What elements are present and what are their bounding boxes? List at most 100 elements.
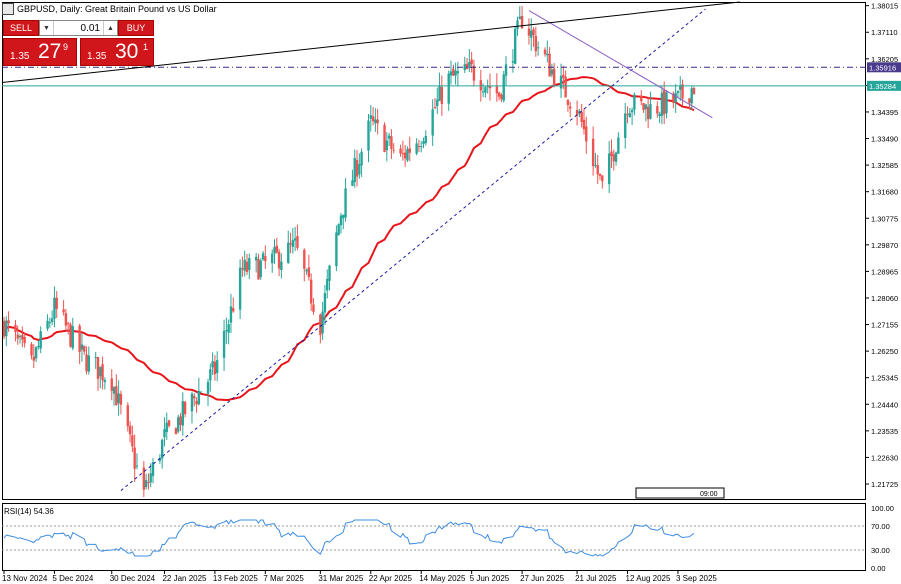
time-axis[interactable]: 13 Nov 2024 5 Dec 2024 30 Dec 2024 22 Jan 2… (2, 487, 725, 583)
candle[interactable] (504, 56, 508, 86)
candle[interactable] (417, 139, 421, 153)
candle[interactable] (383, 122, 386, 153)
candle[interactable] (390, 129, 393, 159)
candle[interactable] (149, 463, 152, 488)
candle[interactable] (195, 397, 198, 413)
candle[interactable] (433, 98, 437, 110)
candle[interactable] (486, 79, 489, 94)
candle[interactable] (422, 137, 425, 149)
candle[interactable] (174, 427, 178, 435)
candle[interactable] (644, 104, 648, 122)
candle[interactable] (307, 254, 311, 281)
candle[interactable] (415, 138, 418, 156)
lot-size-input[interactable]: 0.01 (53, 21, 104, 35)
candle[interactable] (142, 461, 146, 498)
candle[interactable] (344, 178, 347, 222)
candle[interactable] (110, 369, 113, 401)
candle[interactable] (190, 391, 194, 424)
candle[interactable] (126, 402, 129, 432)
candle[interactable] (488, 73, 492, 101)
candle[interactable] (642, 102, 645, 113)
candle[interactable] (181, 392, 185, 436)
trendlines[interactable] (1, 1, 866, 491)
candle[interactable] (183, 400, 187, 418)
candle[interactable] (62, 300, 65, 316)
candle[interactable] (303, 248, 306, 282)
candle[interactable] (112, 385, 116, 406)
candle[interactable] (21, 326, 24, 348)
candle[interactable] (193, 393, 196, 407)
sell-button[interactable]: SELL (3, 20, 39, 36)
candle[interactable] (238, 259, 242, 320)
candle[interactable] (465, 58, 469, 70)
candle[interactable] (115, 374, 118, 406)
candle[interactable] (103, 377, 107, 390)
candle[interactable] (511, 49, 515, 73)
candle[interactable] (319, 313, 322, 344)
candle[interactable] (119, 390, 123, 415)
buy-price-button[interactable]: 1.35 30 1 (80, 38, 154, 66)
rsi-panel[interactable]: 100.00 70.00 30.00 0.00 (2, 504, 894, 573)
candle[interactable] (37, 340, 40, 350)
candle[interactable] (360, 148, 363, 177)
candle[interactable] (617, 132, 620, 154)
candle[interactable] (30, 342, 33, 360)
candle[interactable] (80, 332, 84, 362)
candle[interactable] (353, 149, 356, 188)
candle[interactable] (452, 64, 455, 76)
candle[interactable] (261, 250, 265, 261)
candle[interactable] (440, 75, 444, 116)
candle[interactable] (99, 366, 102, 389)
candle[interactable] (681, 79, 684, 106)
candle[interactable] (48, 317, 52, 328)
candle[interactable] (280, 253, 283, 279)
candle[interactable] (369, 105, 372, 132)
candle[interactable] (534, 26, 538, 57)
candle[interactable] (179, 413, 182, 432)
candle[interactable] (385, 132, 389, 162)
candle[interactable] (7, 311, 10, 332)
price-axis[interactable]: 1.380151.371101.362051.353001.343951.334… (866, 2, 901, 489)
candle[interactable] (163, 417, 166, 447)
candles[interactable] (2, 6, 696, 498)
candle[interactable] (692, 86, 696, 95)
candle[interactable] (96, 356, 100, 391)
candle[interactable] (472, 59, 476, 87)
candle[interactable] (601, 175, 604, 189)
lot-size-field[interactable]: ▼ 0.01 ▲ (39, 20, 118, 36)
candle[interactable] (456, 61, 460, 87)
candle[interactable] (656, 101, 659, 118)
candle[interactable] (676, 90, 680, 98)
candle[interactable] (254, 252, 258, 273)
candle[interactable] (580, 104, 583, 128)
candle[interactable] (227, 319, 230, 345)
candle[interactable] (626, 106, 629, 124)
candle[interactable] (403, 145, 407, 167)
candle[interactable] (484, 86, 487, 98)
candle[interactable] (546, 40, 549, 63)
candle[interactable] (323, 285, 327, 326)
candle[interactable] (495, 73, 499, 102)
candle[interactable] (598, 173, 602, 180)
candle[interactable] (569, 101, 572, 118)
candle[interactable] (211, 352, 214, 375)
buy-button[interactable]: BUY (118, 20, 154, 36)
candle[interactable] (271, 249, 274, 273)
candle[interactable] (293, 226, 297, 252)
candle[interactable] (607, 141, 611, 193)
candle[interactable] (339, 212, 343, 234)
candle[interactable] (351, 169, 354, 187)
candle[interactable] (277, 248, 281, 277)
candle[interactable] (355, 149, 359, 187)
candle[interactable] (131, 425, 134, 453)
candle[interactable] (337, 223, 340, 236)
candle[interactable] (215, 351, 219, 382)
candle[interactable] (144, 473, 148, 490)
candle[interactable] (582, 108, 586, 135)
candle[interactable] (594, 152, 597, 168)
candle[interactable] (305, 268, 308, 275)
candle[interactable] (342, 214, 345, 230)
candle[interactable] (591, 126, 595, 176)
moving-average-line[interactable] (3, 76, 695, 401)
lot-increase-icon[interactable]: ▲ (107, 24, 114, 32)
